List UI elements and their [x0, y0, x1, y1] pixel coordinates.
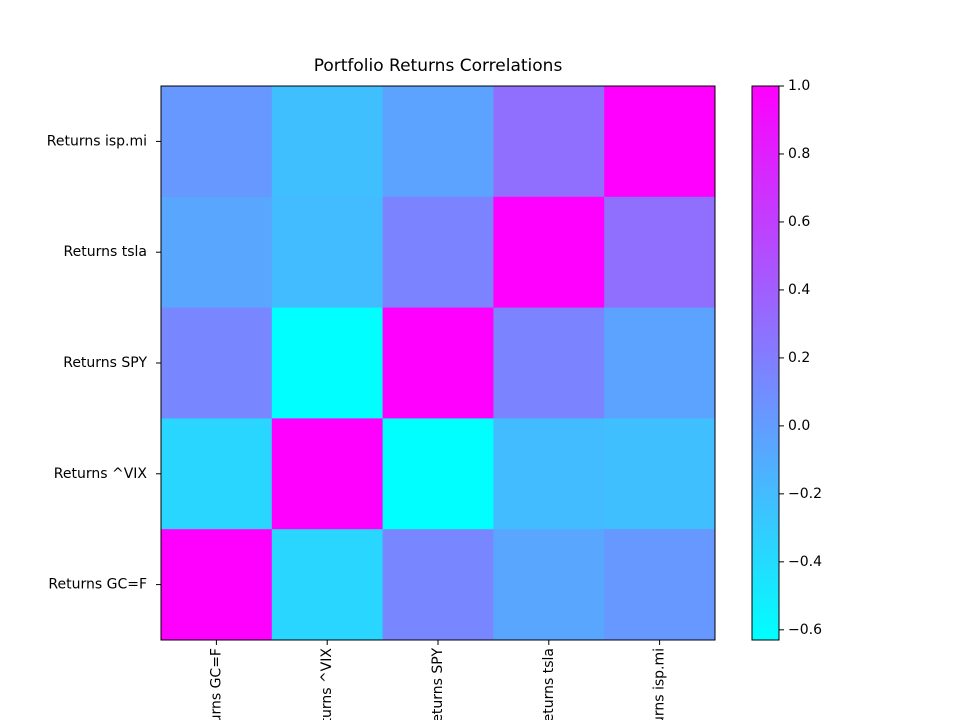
heatmap-cell — [604, 196, 716, 309]
heatmap-cell — [493, 196, 605, 309]
heatmap-cell — [604, 529, 716, 641]
colorbar-tick-label: −0.6 — [788, 622, 822, 638]
y-tick-label: Returns ^VIX — [54, 466, 148, 482]
x-tick-label: Returns SPY — [430, 648, 446, 720]
heatmap-cell — [493, 418, 605, 530]
chart-title: Portfolio Returns Correlations — [314, 56, 563, 76]
heatmap-cell — [382, 86, 494, 198]
y-tick-label: Returns SPY — [63, 355, 147, 371]
colorbar — [751, 85, 780, 641]
x-tick-label: Returns tsla — [541, 648, 557, 720]
x-tick-label: Returns ^VIX — [319, 648, 335, 720]
heatmap-cell — [271, 86, 384, 198]
y-tick-label: Returns GC=F — [48, 577, 147, 593]
x-tick-label: Returns isp.mi — [652, 648, 668, 720]
heatmap-cell — [161, 196, 273, 309]
heatmap-cell — [604, 86, 716, 198]
heatmap-cell — [161, 86, 273, 198]
colorbar-tick-label: −0.2 — [788, 486, 822, 502]
heatmap-cell — [382, 529, 494, 641]
heatmap-cell — [271, 529, 384, 641]
heatmap-cell — [271, 307, 384, 419]
colorbar-tick-label: 0.8 — [788, 146, 810, 162]
heatmap-cell — [161, 307, 273, 419]
colorbar-tick-label: 0.0 — [788, 418, 810, 434]
x-tick-label: Returns GC=F — [208, 648, 224, 720]
heatmap-cell — [161, 529, 273, 641]
colorbar-tick-label: 0.6 — [788, 214, 810, 230]
heatmap-cell — [271, 418, 384, 530]
heatmap-cell — [604, 307, 716, 419]
colorbar-tick-label: −0.4 — [788, 554, 822, 570]
y-tick-label: Returns tsla — [64, 244, 147, 260]
colorbar-tick-label: 0.2 — [788, 350, 810, 366]
heatmap-cell — [493, 86, 605, 198]
heatmap-cell — [604, 418, 716, 530]
heatmap-cell — [161, 418, 273, 530]
y-tick-label: Returns isp.mi — [47, 133, 147, 149]
heatmap-cell — [493, 529, 605, 641]
heatmap-cell — [493, 307, 605, 419]
colorbar-tick-label: 0.4 — [788, 282, 810, 298]
heatmap-cell — [271, 196, 384, 309]
heatmap-cell — [382, 418, 494, 530]
heatmap-cell — [382, 307, 494, 419]
colorbar-tick-label: 1.0 — [788, 78, 810, 94]
heatmap-cell — [382, 196, 494, 309]
